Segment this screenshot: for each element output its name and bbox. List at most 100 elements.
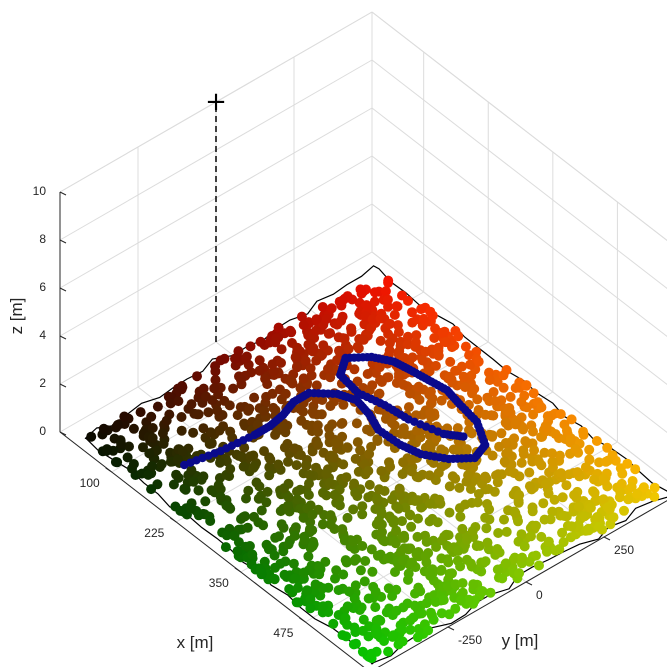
sensor-point (342, 442, 353, 453)
sensor-point (270, 429, 281, 440)
sensor-point (158, 438, 169, 449)
sensor-point (318, 601, 329, 612)
x-tick-label: 475 (273, 626, 293, 640)
sensor-point (408, 612, 419, 623)
z-tick (59, 431, 67, 436)
sensor-point (279, 483, 290, 494)
sensor-point (423, 625, 434, 636)
sensor-point (214, 425, 225, 436)
sensor-point (437, 327, 448, 338)
sensor-point (112, 419, 123, 430)
sensor-point (352, 437, 363, 448)
sensor-point (245, 341, 256, 352)
sensor-point (416, 502, 427, 513)
sensor-point (305, 603, 316, 614)
sensor-point (305, 594, 316, 605)
sensor-point (531, 550, 541, 561)
sensor-point (350, 580, 361, 591)
sensor-point (339, 535, 350, 546)
sensor-point (355, 565, 366, 576)
sensor-point (458, 371, 469, 382)
sensor-point (592, 512, 603, 522)
sensor-point (171, 469, 182, 480)
path-point (459, 432, 468, 441)
y-tick-label: -250 (458, 633, 482, 647)
sensor-point (399, 353, 410, 363)
sensor-point (598, 494, 609, 505)
grid-line (59, 11, 373, 193)
sensor-point (321, 314, 332, 324)
sensor-point (350, 554, 361, 565)
sensor-point (254, 355, 265, 366)
sensor-point (509, 552, 520, 563)
sensor-point (357, 501, 368, 512)
sensor-point (472, 394, 483, 405)
sensor-point (362, 424, 372, 435)
sensor-point (296, 450, 306, 461)
sensor-point (220, 542, 231, 553)
sensor-point (433, 350, 444, 361)
sensor-point (375, 313, 386, 324)
sensor-point (524, 481, 535, 492)
sensor-point (338, 399, 349, 410)
sensor-point (311, 325, 321, 336)
sensor-point (279, 442, 290, 453)
sensor-point (110, 457, 121, 467)
sensor-point (337, 295, 348, 306)
sensor-point (510, 508, 521, 519)
sensor-point (369, 296, 380, 307)
sensor-point (324, 430, 335, 441)
sensor-point (388, 536, 399, 547)
sensor-point (256, 568, 267, 579)
sensor-point (376, 466, 387, 476)
sensor-point (86, 431, 97, 442)
sensor-point (122, 452, 133, 463)
sensor-point (513, 516, 523, 527)
sensor-point (348, 504, 359, 515)
sensor-point (311, 355, 322, 366)
sensor-point (372, 550, 383, 561)
sensor-point (602, 442, 613, 453)
sensor-point (516, 397, 527, 407)
sensor-point (349, 364, 360, 375)
sensor-point (314, 562, 325, 572)
sensor-point (292, 582, 303, 593)
sensor-point (330, 573, 340, 584)
sensor-point (325, 401, 336, 411)
sensor-point (303, 551, 314, 562)
sensor-point (608, 512, 619, 523)
sensor-point (465, 558, 476, 569)
sensor-point (487, 431, 498, 442)
sensor-point (279, 422, 289, 433)
sensor-point (247, 549, 258, 560)
y-tick-label: 0 (536, 588, 543, 602)
sensor-point (534, 560, 544, 571)
sensor-point (338, 459, 349, 470)
sensor-point (329, 489, 340, 500)
sensor-point (173, 396, 184, 407)
sensor-point (377, 527, 387, 537)
sensor-point (538, 498, 549, 509)
sensor-point (492, 376, 503, 387)
sensor-point (355, 284, 366, 295)
sensor-point (259, 405, 270, 416)
sensor-point (348, 639, 359, 650)
sensor-point (243, 485, 254, 496)
sensor-point (444, 507, 455, 518)
sensor-point (412, 531, 423, 542)
sensor-point (416, 304, 427, 315)
sensor-point (382, 553, 393, 564)
sensor-point (278, 546, 289, 557)
sensor-point (334, 500, 345, 511)
sensor-point (379, 536, 390, 547)
sensor-point (453, 446, 464, 456)
sensor-point (440, 337, 451, 348)
sensor-point (465, 359, 476, 370)
sensor-point (307, 406, 318, 417)
sensor-point (601, 456, 611, 467)
sensor-point (205, 427, 216, 438)
sensor-point (518, 449, 529, 460)
sensor-point (382, 294, 393, 305)
sensor-point (516, 457, 527, 468)
sensor-point (198, 423, 209, 434)
